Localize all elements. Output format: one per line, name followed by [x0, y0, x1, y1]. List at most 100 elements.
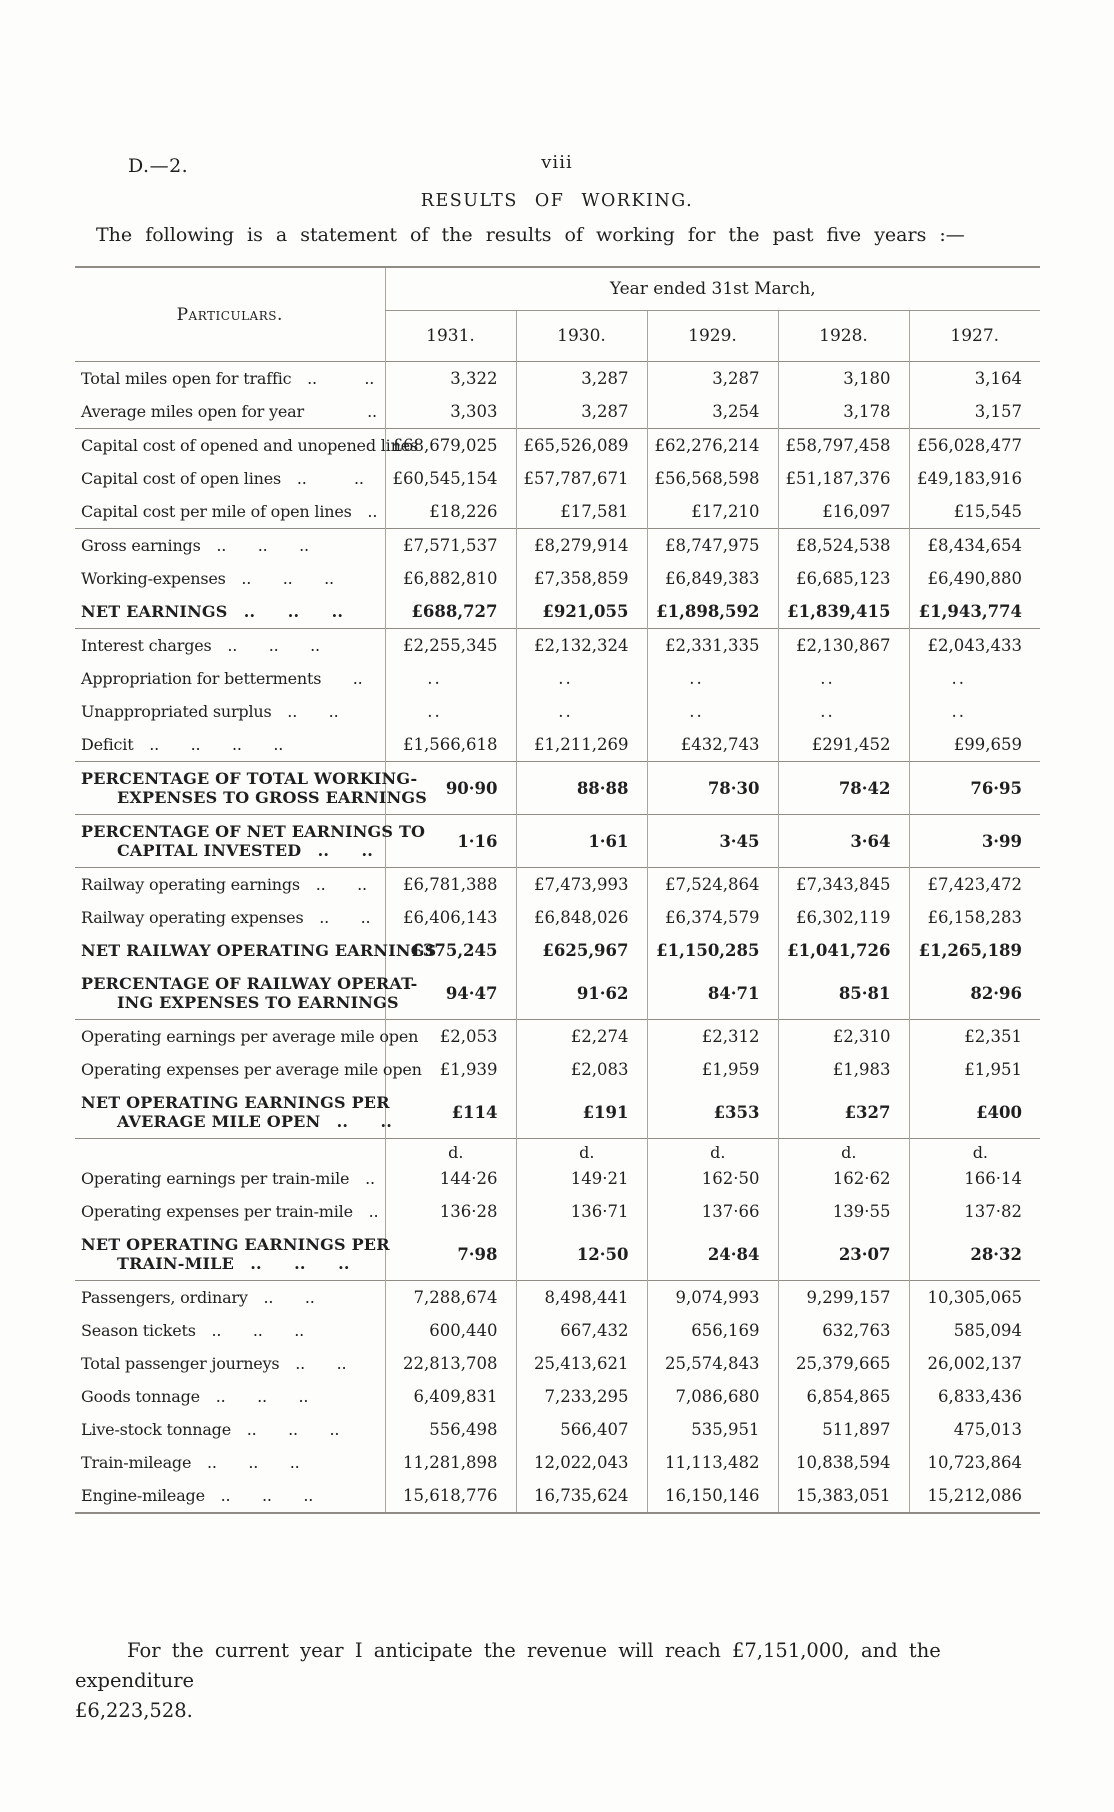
cell-value: £1,959: [646, 1053, 778, 1086]
row-label: Operating earnings per average mile open: [75, 1019, 418, 1053]
results-table-container: Particulars. Year ended 31st March, 1931…: [75, 266, 1041, 1514]
cell-value: £2,083: [515, 1053, 647, 1086]
cell-value: £921,055: [515, 595, 647, 629]
cell-value: £56,028,477: [908, 428, 1041, 462]
cell-value: 566,407: [515, 1413, 647, 1446]
row-label: Appropriation for betterments ..: [81, 669, 363, 688]
cell-value: 10,723,864: [908, 1446, 1041, 1479]
cell-value: 11,113,482: [646, 1446, 778, 1479]
cell-value: 3,157: [908, 395, 1041, 429]
cell-value: 632,763: [777, 1314, 909, 1347]
cell-value: £65,526,089: [515, 428, 647, 462]
row-label: NET EARNINGS .. .. ..: [81, 602, 344, 621]
column-header-1929: 1929.: [646, 310, 778, 362]
table-row: Railway operating earnings .. .. £6,781,3…: [75, 867, 1041, 901]
cell-value: 78·42: [777, 761, 909, 815]
cell-value: 22,813,708: [384, 1347, 516, 1380]
results-table-body: Total miles open for traffic .. .. 3,322 3…: [75, 361, 1041, 1513]
cell-value: £99,659: [908, 728, 1041, 762]
table-row: Operating earnings per average mile open…: [75, 1019, 1041, 1053]
table-row: Train-mileage .. .. .. 11,281,898 12,022,0…: [75, 1446, 1041, 1479]
row-label: Passengers, ordinary .. ..: [75, 1280, 385, 1314]
cell-value: 3,254: [646, 395, 778, 429]
cell-value: £1,983: [777, 1053, 909, 1086]
cell-value: 3·45: [646, 814, 778, 868]
cell-value: £6,781,388: [384, 867, 516, 901]
cell-value: £2,312: [646, 1019, 778, 1053]
cell-value: £57,787,671: [515, 462, 647, 495]
cell-value: 84·71: [646, 967, 778, 1020]
row-label: Live-stock tonnage .. .. ..: [81, 1420, 340, 1439]
cell-value: £2,331,335: [646, 628, 778, 662]
cell-value: £8,279,914: [515, 528, 647, 562]
row-label: Railway operating earnings .. ..: [75, 867, 385, 901]
footer-line-2: £6,223,528.: [75, 1699, 193, 1722]
table-row: PERCENTAGE OF NET EARNINGS TO CAPITAL INV…: [75, 814, 1041, 868]
row-label: Engine-mileage .. .. ..: [81, 1486, 314, 1505]
cell-value: £68,679,025: [384, 428, 516, 462]
page-title: RESULTS OF WORKING.: [420, 191, 694, 211]
cell-value: 511,897: [777, 1413, 909, 1446]
cell-value: £2,255,345: [384, 628, 516, 662]
cell-value: d.: [908, 1138, 1041, 1162]
cell-value: ..: [515, 662, 647, 695]
cell-value: £191: [515, 1086, 647, 1139]
cell-value: 162·62: [777, 1162, 909, 1195]
cell-value: 139·55: [777, 1195, 909, 1228]
cell-value: £1,211,269: [515, 728, 647, 762]
cell-value: £327: [777, 1086, 909, 1139]
cell-value: 9,299,157: [777, 1280, 909, 1314]
cell-value: £1,265,189: [908, 934, 1041, 967]
cell-value: £16,097: [777, 495, 909, 529]
year-header-row: 1931. 1930. 1929. 1928. 1927.: [75, 310, 1041, 362]
cell-value: £60,545,154: [384, 462, 516, 495]
cell-value: 16,735,624: [515, 1479, 647, 1513]
cell-value: 3,287: [515, 395, 647, 429]
row-label: PERCENTAGE OF NET EARNINGS TO CAPITAL INV…: [75, 814, 425, 868]
cell-value: £1,951: [908, 1053, 1041, 1086]
table-row: Capital cost of open lines .. .. £60,545,…: [75, 462, 1041, 495]
table-row: Capital cost per mile of open lines .. £1…: [75, 495, 1041, 529]
cell-value: £6,849,383: [646, 562, 778, 595]
cell-value: £49,183,916: [908, 462, 1041, 495]
cell-value: ..: [646, 662, 778, 695]
cell-value: £8,434,654: [908, 528, 1041, 562]
table-row: NET OPERATING EARNINGS PER AVERAGE MILE O…: [75, 1086, 1041, 1139]
cell-value: £7,524,864: [646, 867, 778, 901]
table-row: Goods tonnage .. .. .. 6,409,831 7,233,295…: [75, 1380, 1041, 1413]
cell-value: ..: [908, 662, 1041, 695]
row-label: Capital cost per mile of open lines ..: [81, 502, 378, 521]
cell-value: d.: [646, 1138, 778, 1162]
cell-value: 535,951: [646, 1413, 778, 1446]
cell-value: 149·21: [515, 1162, 647, 1195]
cell-value: £6,848,026: [515, 901, 647, 934]
cell-value: 78·30: [646, 761, 778, 815]
cell-value: 16,150,146: [646, 1479, 778, 1513]
cell-value: £6,406,143: [384, 901, 516, 934]
cell-value: £7,571,537: [384, 528, 516, 562]
cell-value: £6,302,119: [777, 901, 909, 934]
row-label: Total passenger journeys .. ..: [81, 1354, 347, 1373]
cell-value: 656,169: [646, 1314, 778, 1347]
cell-value: £62,276,214: [646, 428, 778, 462]
cell-value: 3,287: [515, 361, 647, 395]
row-label: NET OPERATING EARNINGS PER AVERAGE MILE O…: [81, 1093, 393, 1131]
cell-value: £6,490,880: [908, 562, 1041, 595]
cell-value: ..: [646, 695, 778, 728]
cell-value: £7,358,859: [515, 562, 647, 595]
cell-value: ..: [384, 662, 516, 695]
column-header-1927: 1927.: [908, 310, 1041, 362]
cell-value: 85·81: [777, 967, 909, 1020]
cell-value: £58,797,458: [777, 428, 909, 462]
cell-value: 3·99: [908, 814, 1041, 868]
cell-value: £2,130,867: [777, 628, 909, 662]
cell-value: d.: [515, 1138, 647, 1162]
footer-note: For the current year I anticipate the re…: [75, 1636, 1043, 1726]
row-label: Goods tonnage .. .. ..: [81, 1387, 309, 1406]
footer-line-1: For the current year I anticipate the re…: [75, 1639, 941, 1692]
row-label: NET OPERATING EARNINGS PER TRAIN-MILE .. …: [81, 1235, 390, 1273]
table-row: Total passenger journeys .. .. 22,813,708…: [75, 1347, 1041, 1380]
table-row: Railway operating expenses .. .. £6,406,1…: [75, 901, 1041, 934]
row-label: PERCENTAGE OF RAILWAY OPERAT- ING EXPENSE…: [81, 974, 418, 1012]
